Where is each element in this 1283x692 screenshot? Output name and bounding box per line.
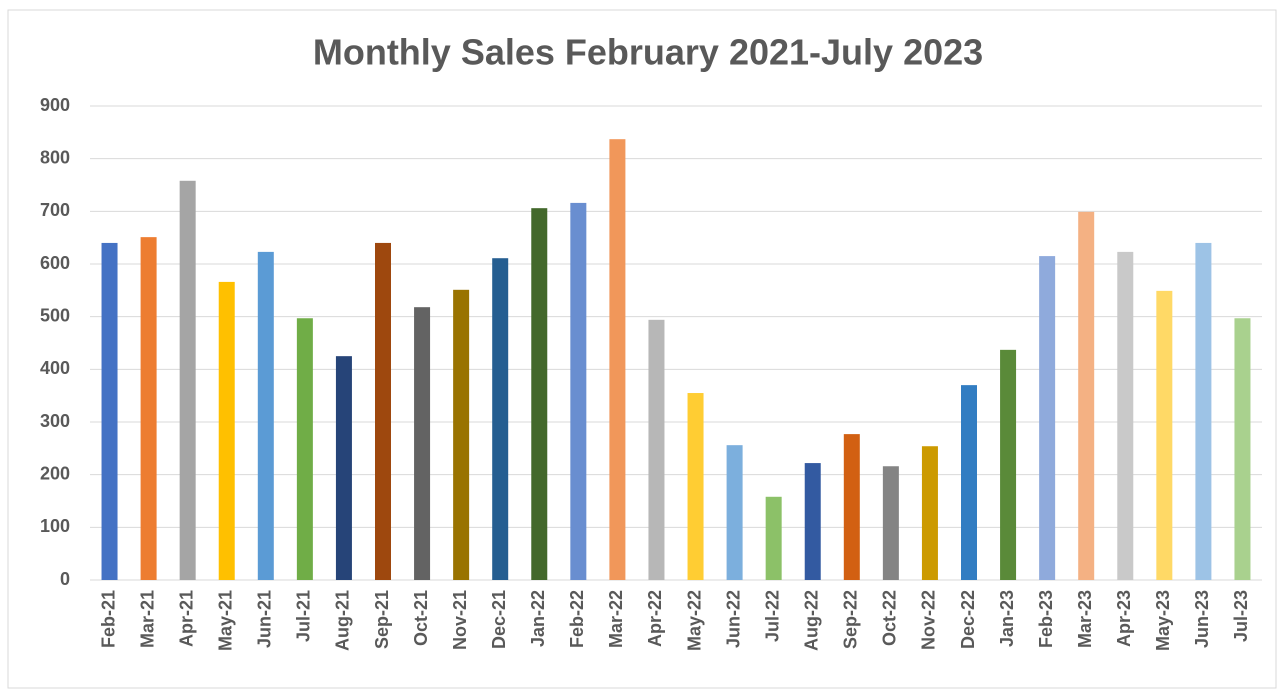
bar xyxy=(531,208,548,580)
x-tick-label: Nov-21 xyxy=(450,590,470,650)
x-tick-label: May-23 xyxy=(1153,590,1173,651)
y-tick-label: 800 xyxy=(40,147,70,167)
x-tick-label: Jul-22 xyxy=(762,590,782,642)
y-tick-label: 700 xyxy=(40,200,70,220)
x-tick-label: Jun-23 xyxy=(1192,590,1212,648)
y-tick-label: 500 xyxy=(40,305,70,325)
x-tick-label: Sep-22 xyxy=(841,590,861,649)
x-tick-label: May-21 xyxy=(215,590,235,651)
x-tick-label: Mar-23 xyxy=(1075,590,1095,648)
bar xyxy=(296,318,313,580)
x-tick-label: Jul-21 xyxy=(294,590,314,642)
bar xyxy=(101,242,118,580)
bar xyxy=(140,237,157,580)
bar xyxy=(882,466,899,580)
bar xyxy=(218,281,235,580)
bar xyxy=(570,202,587,580)
bar xyxy=(492,258,509,580)
chart-title: Monthly Sales February 2021-July 2023 xyxy=(313,32,983,73)
bar xyxy=(1117,251,1134,581)
x-tick-label: Mar-22 xyxy=(606,590,626,648)
bar xyxy=(1039,256,1056,580)
x-tick-label: Feb-22 xyxy=(567,590,587,648)
bar xyxy=(843,434,860,580)
y-tick-label: 100 xyxy=(40,516,70,536)
x-tick-label: Oct-21 xyxy=(411,590,431,646)
x-tick-label: Apr-22 xyxy=(645,590,665,647)
bar xyxy=(609,139,626,580)
y-tick-label: 0 xyxy=(60,569,70,589)
bar xyxy=(1195,242,1212,580)
bar xyxy=(335,356,352,580)
bar xyxy=(1156,290,1173,580)
bar xyxy=(257,251,274,581)
bar xyxy=(648,319,665,580)
bar xyxy=(921,446,938,580)
bar xyxy=(765,496,782,580)
x-tick-label: Dec-21 xyxy=(489,590,509,649)
y-tick-label: 200 xyxy=(40,463,70,483)
bar xyxy=(414,307,431,580)
bar xyxy=(1234,318,1251,580)
x-tick-label: Dec-22 xyxy=(958,590,978,649)
bar xyxy=(726,445,743,580)
x-tick-label: May-22 xyxy=(684,590,704,651)
x-tick-label: Jan-23 xyxy=(997,590,1017,647)
x-tick-label: Apr-23 xyxy=(1114,590,1134,647)
x-tick-label: Apr-21 xyxy=(176,590,196,647)
bar xyxy=(804,463,821,580)
bar xyxy=(687,393,704,580)
x-tick-label: Jul-23 xyxy=(1231,590,1251,642)
x-tick-label: Aug-21 xyxy=(333,590,353,651)
x-tick-label: Jun-21 xyxy=(255,590,275,648)
x-tick-label: Nov-22 xyxy=(919,590,939,650)
y-tick-label: 300 xyxy=(40,411,70,431)
x-tick-label: Feb-23 xyxy=(1036,590,1056,648)
x-tick-label: Oct-22 xyxy=(880,590,900,646)
bar xyxy=(1078,211,1095,581)
x-tick-label: Sep-21 xyxy=(372,590,392,649)
x-tick-label: Mar-21 xyxy=(137,590,157,648)
bar xyxy=(961,385,977,580)
bar xyxy=(375,242,391,580)
y-tick-label: 600 xyxy=(40,253,70,273)
y-tick-label: 900 xyxy=(40,95,70,115)
bar xyxy=(453,289,470,580)
bar xyxy=(1000,349,1017,580)
x-tick-label: Jun-22 xyxy=(723,590,743,648)
bar xyxy=(179,180,196,580)
x-tick-label: Feb-21 xyxy=(98,590,118,648)
y-tick-label: 400 xyxy=(40,358,70,378)
x-tick-label: Jan-22 xyxy=(528,590,548,647)
x-tick-label: Aug-22 xyxy=(801,590,821,651)
